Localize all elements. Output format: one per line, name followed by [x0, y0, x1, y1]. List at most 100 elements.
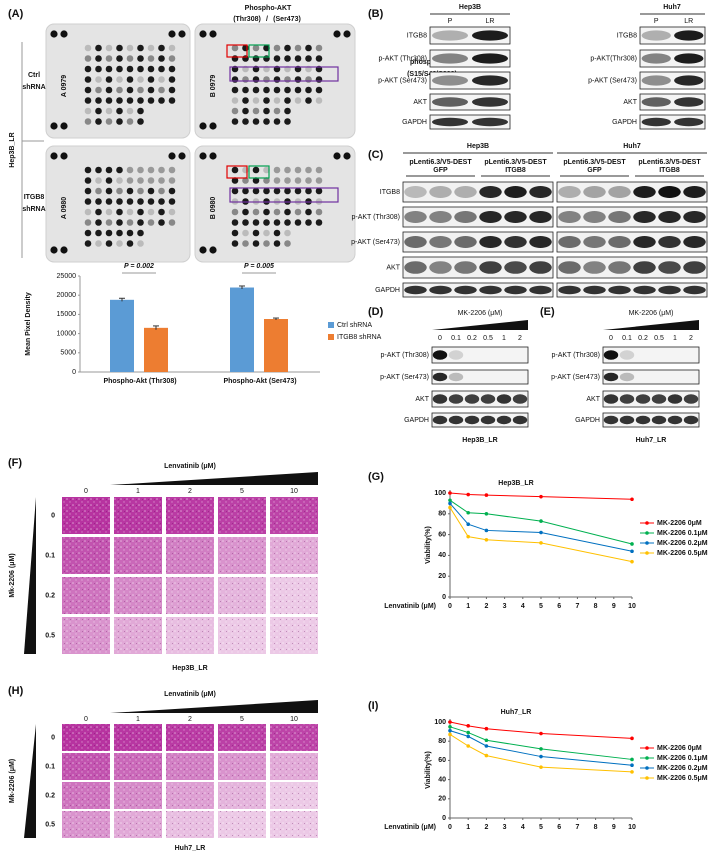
blot-band: [603, 372, 619, 382]
legend-label: MK-2206 0.5μM: [657, 550, 708, 557]
array-dot: [199, 122, 207, 130]
data-point: [448, 505, 452, 510]
blot-band: [558, 236, 581, 248]
x-axis-title: Lenvatinib (μM): [384, 824, 436, 831]
array-dot: [242, 86, 249, 94]
well-texture: [166, 617, 214, 654]
row-label: p-AKT (Ser473): [351, 239, 400, 246]
blot-band: [429, 285, 452, 295]
array-dot: [242, 208, 249, 216]
lane-label: P: [448, 18, 453, 25]
x-tick-label: 7: [575, 824, 579, 831]
dose-label: 0.1: [622, 335, 632, 342]
blot-band: [429, 211, 452, 223]
x-tick-label: 2: [484, 824, 488, 831]
array-dot: [126, 198, 134, 205]
x-tick-label: 10: [628, 824, 636, 831]
y-tick-label: 60: [438, 531, 446, 538]
data-point: [466, 534, 471, 539]
blot-band: [472, 30, 508, 41]
x-tick-label: Phospho-Akt (Ser473): [223, 378, 296, 385]
dose-label: 0.2: [638, 335, 648, 342]
col-title: Lenvatinib (μM): [164, 691, 216, 698]
array-dot: [284, 55, 291, 62]
array-dot: [284, 187, 291, 195]
x-tick-label: 9: [612, 603, 616, 610]
row-label: 0: [51, 512, 55, 519]
array-dot: [105, 118, 113, 125]
array-dot: [294, 55, 302, 62]
array-dot: [263, 208, 270, 216]
group-label: GFP: [587, 167, 602, 174]
well-texture: [114, 537, 162, 574]
blot-band: [619, 394, 635, 404]
array-dot: [273, 97, 281, 104]
highlight-box: [229, 66, 339, 82]
blot-band: [496, 394, 512, 404]
array-dot: [168, 97, 176, 104]
row-label: ITGB8: [407, 32, 427, 39]
array-dot: [95, 44, 102, 52]
data-point: [484, 512, 489, 516]
panel-label: (F): [8, 457, 22, 469]
array-dot: [252, 86, 260, 94]
array-dot: [273, 219, 281, 226]
data-point: [448, 720, 452, 724]
blot-band: [619, 415, 635, 425]
array-dot: [105, 76, 113, 83]
y-tick-label: 60: [438, 757, 446, 764]
array-dot: [252, 55, 260, 62]
array-dot: [95, 219, 102, 226]
x-tick-label: 5: [539, 824, 543, 831]
x-tick-label: 6: [557, 824, 561, 831]
array-dot: [60, 152, 68, 160]
legend-label: ITGB8 shRNA: [337, 334, 382, 341]
blot-band: [480, 394, 496, 404]
bar: [110, 299, 134, 372]
blot-band: [454, 236, 477, 248]
row-label: 0: [51, 734, 55, 741]
row-label: AKT: [386, 264, 400, 271]
blot-band: [529, 285, 552, 295]
array-dot: [231, 107, 239, 115]
array-dot: [126, 97, 134, 104]
array-dot: [95, 198, 102, 205]
array-dot: [95, 187, 102, 195]
array-dot: [116, 76, 123, 83]
array-dot: [252, 118, 260, 125]
array-dot: [147, 86, 155, 94]
well-texture: [270, 617, 318, 654]
blot-band: [479, 236, 502, 248]
col-label: 10: [290, 488, 298, 495]
group-label: shRNA: [22, 206, 45, 213]
well-texture: [218, 782, 266, 809]
well-texture: [114, 617, 162, 654]
legend-marker: [645, 746, 649, 750]
p-value: P = 0.002: [124, 263, 154, 270]
dose-label: 0: [609, 335, 613, 342]
array-dot: [147, 187, 155, 195]
array-dot: [284, 208, 291, 216]
annotation: Phospho-AKT: [245, 5, 292, 12]
legend-label: MK-2206 0.2μM: [657, 765, 708, 772]
p-value: P = 0.005: [244, 263, 274, 270]
array-dot: [105, 187, 113, 195]
blot-band: [683, 261, 706, 274]
array-dot: [231, 208, 239, 216]
well-texture: [270, 811, 318, 838]
data-point: [466, 730, 471, 735]
array-dot: [168, 208, 176, 216]
array-dot: [231, 55, 239, 62]
array-dot: [242, 76, 249, 83]
array-dot: [84, 86, 92, 94]
array-dot: [252, 229, 260, 237]
data-point: [466, 522, 471, 526]
dose-wedge: [110, 700, 318, 713]
row-label: 0.2: [45, 792, 55, 799]
array-dot: [315, 177, 323, 184]
row-title: Mk-2206 (μM): [9, 553, 16, 597]
row-label: p-AKT(Thr308): [590, 55, 637, 62]
data-point: [539, 747, 543, 751]
blot-band: [583, 236, 606, 248]
blot-band: [512, 415, 528, 425]
